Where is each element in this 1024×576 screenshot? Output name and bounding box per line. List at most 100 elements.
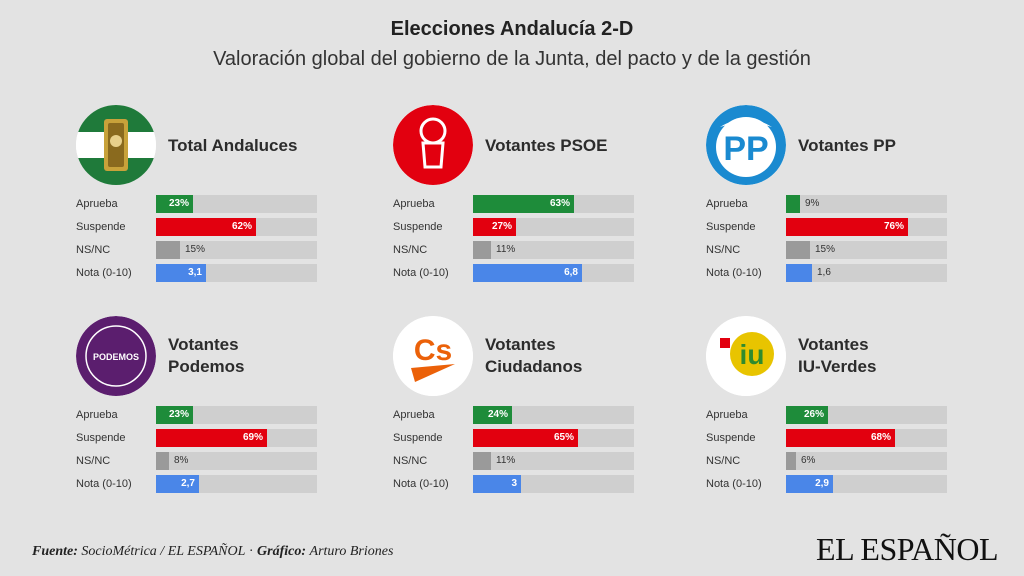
data-label: 15% [815, 244, 836, 255]
bar [473, 429, 578, 447]
data-label: 2,9 [815, 478, 829, 489]
row-label: NS/NC [706, 455, 741, 467]
panel-title-line: Votantes [485, 335, 556, 354]
chart-panel: iu Votantes IU-Verdes Aprueba 26% Suspende 68%… [706, 316, 1006, 506]
bar-track: 8% [156, 452, 317, 470]
bar [156, 218, 256, 236]
footer-separator: · [248, 544, 254, 559]
source-text: SocioMétrica / EL ESPAÑOL [81, 544, 246, 559]
data-label: 26% [803, 409, 824, 420]
bar-track: 69% [156, 429, 317, 447]
el-espanol-logo: EL ESPAÑOL [816, 531, 998, 567]
psoe-rose-icon [393, 105, 473, 185]
bar [473, 452, 491, 470]
data-label: 6% [801, 455, 816, 466]
chart-panel: Cs Votantes Ciudadanos Aprueba 24% Suspende 65… [393, 316, 693, 506]
row-label: Suspende [76, 221, 126, 233]
row-label: Suspende [706, 221, 756, 233]
bar [156, 264, 206, 282]
chart-title: Elecciones Andalucía 2-D [390, 18, 634, 40]
data-label: 6,8 [564, 267, 578, 278]
panel-title-line: IU-Verdes [798, 357, 877, 376]
bar-track: 65% [473, 429, 634, 447]
row-label: Suspende [706, 432, 756, 444]
panel-title-line: Podemos [168, 357, 245, 376]
bar-track: 3,1 [156, 264, 317, 282]
bar-track: 11% [473, 452, 634, 470]
svg-text:iu: iu [740, 339, 765, 370]
bar [786, 264, 812, 282]
bar-track: 24% [473, 406, 634, 424]
bar-track: 23% [156, 406, 317, 424]
bar [156, 406, 193, 424]
bar [786, 218, 908, 236]
data-label: 63% [549, 198, 570, 209]
row-label: Nota (0-10) [393, 478, 449, 490]
svg-text:PODEMOS: PODEMOS [93, 352, 139, 362]
bar [156, 195, 193, 213]
data-label: 27% [491, 221, 512, 232]
panel-title-line: Votantes PSOE [485, 136, 608, 155]
data-label: 3 [511, 478, 517, 489]
bar [473, 218, 516, 236]
bar-track: 63% [473, 195, 634, 213]
bar-track: 9% [786, 195, 947, 213]
chart-panel: PODEMOS Votantes Podemos Aprueba 23% Suspende… [76, 316, 376, 506]
source-label: Fuente: [32, 544, 78, 559]
row-label: NS/NC [76, 455, 111, 467]
bar-track: 2,9 [786, 475, 947, 493]
row-label: NS/NC [393, 244, 428, 256]
bar-track: 6% [786, 452, 947, 470]
panel-title-line: Votantes [168, 335, 239, 354]
data-label: 69% [242, 432, 263, 443]
data-label: 3,1 [188, 267, 202, 278]
andalucia-flag-icon [76, 105, 156, 185]
row-label: Aprueba [76, 409, 118, 421]
data-label: 1,6 [817, 267, 831, 278]
data-label: 11% [496, 455, 516, 466]
row-label: Suspende [76, 432, 126, 444]
row-label: Nota (0-10) [706, 478, 762, 490]
bar [473, 241, 491, 259]
row-label: Nota (0-10) [76, 267, 132, 279]
ciudadanos-logo-icon: Cs [393, 316, 473, 396]
graphic-text: Arturo Briones [309, 544, 394, 559]
data-label: 23% [168, 198, 189, 209]
bar [473, 406, 512, 424]
bar [156, 429, 267, 447]
data-label: 2,7 [181, 478, 195, 489]
svg-text:Cs: Cs [414, 334, 452, 367]
bar [786, 195, 800, 213]
bar [156, 452, 169, 470]
row-label: Aprueba [76, 198, 118, 210]
bar [786, 406, 828, 424]
bar [786, 241, 810, 259]
svg-text:PP: PP [723, 130, 768, 168]
panel-title-line: Votantes PP [798, 136, 896, 155]
bar [473, 475, 521, 493]
panel-title-line: Ciudadanos [485, 357, 583, 376]
bar [156, 241, 180, 259]
data-label: 76% [883, 221, 904, 232]
data-label: 23% [168, 409, 189, 420]
bar-track: 15% [786, 241, 947, 259]
bar-track: 1,6 [786, 264, 947, 282]
iu-verdes-logo-icon: iu [706, 316, 786, 396]
row-label: NS/NC [76, 244, 111, 256]
data-label: 24% [487, 409, 508, 420]
graphic-label: Gráfico: [257, 544, 307, 559]
bar [473, 195, 574, 213]
panel-title-line: Total Andaluces [168, 136, 298, 155]
row-label: NS/NC [393, 455, 428, 467]
row-label: Nota (0-10) [76, 478, 132, 490]
chart-panel: Total Andaluces Aprueba 23% Suspende 62% NS/N… [76, 105, 376, 295]
bar [156, 475, 199, 493]
data-label: 8% [174, 455, 189, 466]
data-label: 65% [553, 432, 574, 443]
footer-credits: Fuente: SocioMétrica / EL ESPAÑOL · Gráf… [32, 544, 393, 560]
panel-title: Votantes Ciudadanos [485, 334, 695, 378]
row-label: Nota (0-10) [393, 267, 449, 279]
bar-track: 27% [473, 218, 634, 236]
pp-logo-icon: PP [706, 105, 786, 185]
bar [786, 452, 796, 470]
